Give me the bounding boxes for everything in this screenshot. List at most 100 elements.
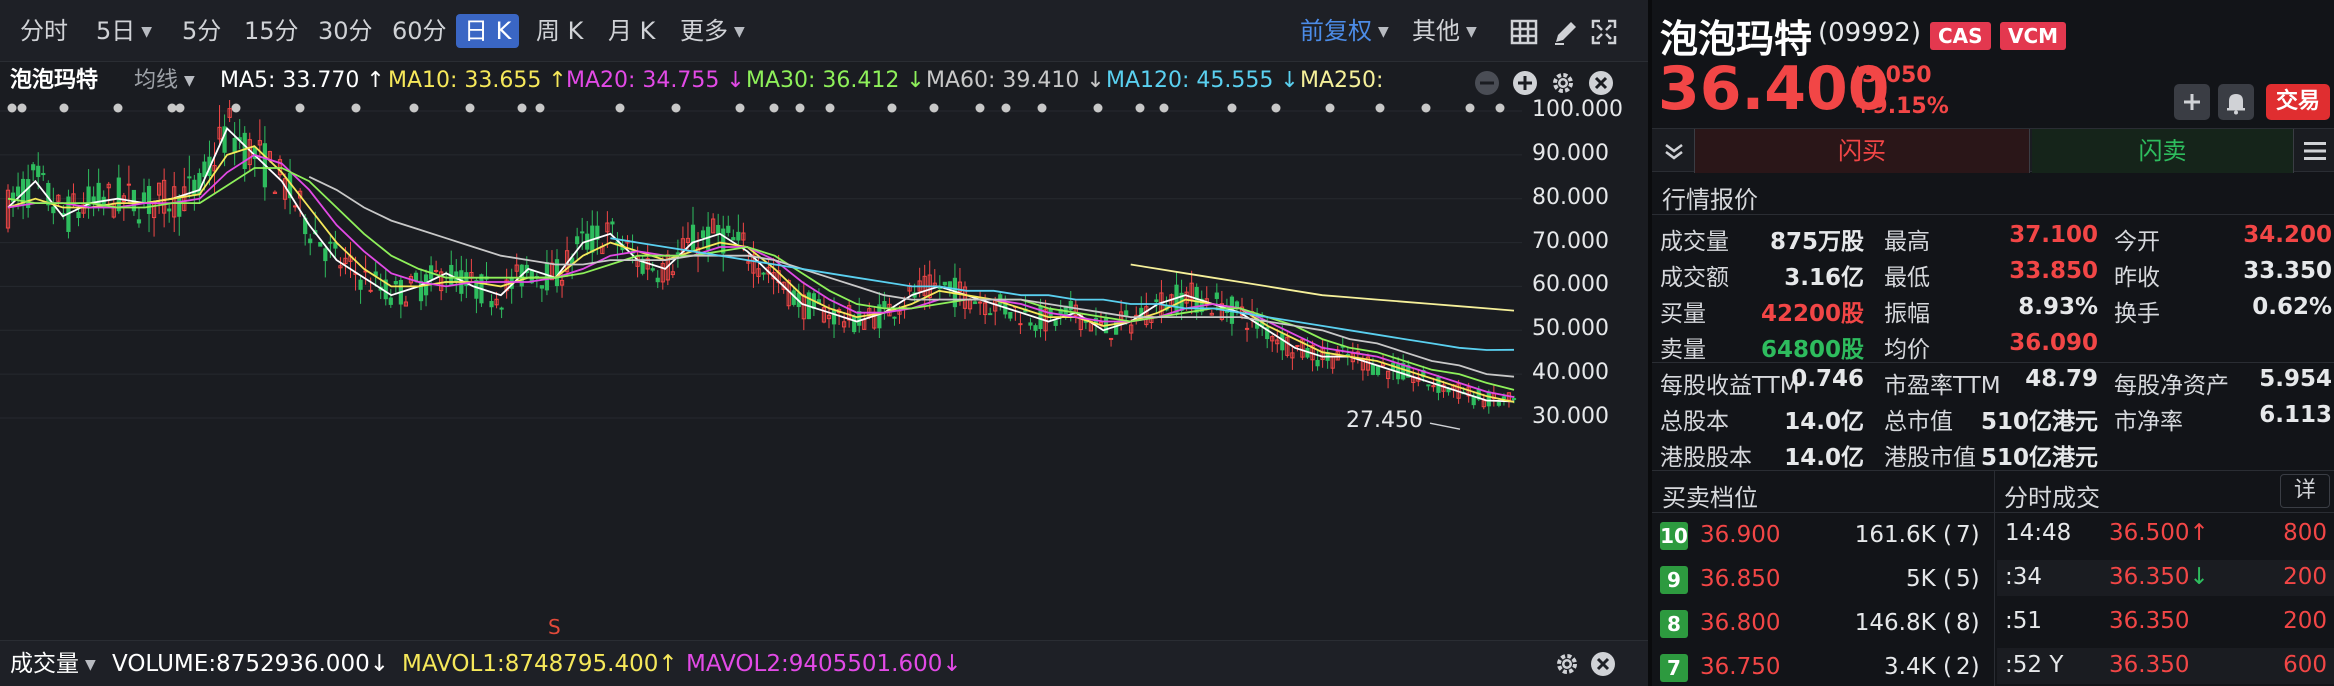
event-dot <box>1037 103 1047 113</box>
candle-body <box>106 183 111 189</box>
candle-body <box>454 271 459 282</box>
candle-body <box>1370 364 1376 375</box>
candle-body <box>499 307 504 310</box>
candle-body <box>514 264 519 272</box>
candle-body <box>86 186 91 207</box>
trade-price: 36.500↑ <box>2109 520 2209 546</box>
candle-body <box>595 225 600 240</box>
candle-body <box>41 173 46 176</box>
event-dot <box>295 103 305 113</box>
menu-icon[interactable] <box>2302 139 2328 163</box>
other-dropdown[interactable]: 其他 ▼ <box>1412 17 1477 45</box>
quote-panel: 泡泡玛特 (09992) CAS VCM 36.400 🠑3.050 +9.15… <box>1648 0 2334 686</box>
order-count: 7) <box>1956 522 1980 548</box>
period-tab-5day[interactable]: 5日 ▼ <box>96 17 153 45</box>
order-count: 2) <box>1956 654 1980 680</box>
flash-sell-button[interactable]: 闪卖 <box>2032 129 2294 173</box>
period-tab-daily[interactable]: 日 K <box>456 14 520 48</box>
trade-price: 36.350 <box>2109 608 2190 634</box>
period-tab-more[interactable]: 更多 ▼ <box>680 17 745 45</box>
adjust-dropdown[interactable]: 前复权 ▼ <box>1300 17 1389 45</box>
order-book-row[interactable]: 7 36.750 3.4K (2) <box>1652 646 1992 686</box>
candle-body <box>1441 384 1446 392</box>
add-watchlist-button[interactable] <box>2174 84 2210 120</box>
volume-dropdown[interactable]: 成交量 ▼ <box>10 651 96 677</box>
trade-button[interactable]: 交易 <box>2266 84 2330 120</box>
quote-label: 最低 <box>1884 265 1930 291</box>
ma-style-dropdown[interactable]: 均线 ▼ <box>134 68 195 93</box>
candle-body <box>36 165 41 178</box>
quote-label: 港股市值 <box>1884 445 1976 471</box>
period-tab-monthly[interactable]: 月 K <box>608 17 656 45</box>
candle-body <box>857 310 862 326</box>
candle-body <box>464 272 469 286</box>
period-tab-30min[interactable]: 30分 <box>318 17 373 45</box>
candle-body <box>187 176 192 179</box>
candle-body <box>1285 336 1290 356</box>
bell-icon <box>2227 94 2245 115</box>
candle-body <box>539 285 544 289</box>
candle-body <box>1401 362 1406 380</box>
period-tab-15min[interactable]: 15分 <box>244 17 299 45</box>
order-book-row[interactable]: 9 36.850 5K (5) <box>1652 558 1992 602</box>
close-icon[interactable] <box>1590 651 1616 677</box>
event-dot <box>1325 103 1335 113</box>
period-tab-intraday[interactable]: 分时 <box>20 17 68 45</box>
quote-row: 成交量 875万股 最高 37.100 今开 34.200 <box>1652 218 2334 255</box>
event-dot <box>795 103 805 113</box>
price-tick-label: 60.000 <box>1532 272 1609 298</box>
candle-body <box>700 230 706 238</box>
ma120-label: MA120: 45.555 ↓ <box>1106 68 1299 93</box>
event-dot <box>1227 103 1237 113</box>
indicator-legend-bar: 泡泡玛特 均线 ▼ MA5: 33.770 ↑ MA10: 33.655 ↑ MA… <box>0 62 1648 100</box>
fullscreen-icon[interactable] <box>1590 18 1618 46</box>
candle-body <box>942 281 947 286</box>
quote-label: 总市值 <box>1884 409 1953 435</box>
candle-body <box>26 179 31 208</box>
candle-body <box>157 182 162 196</box>
event-dot <box>351 103 361 113</box>
candle-body <box>801 294 806 320</box>
quote-label: 均价 <box>1884 337 1930 363</box>
collapse-down-icon[interactable] <box>1662 139 1686 163</box>
event-dot <box>1495 103 1505 113</box>
quote-label: 卖量 <box>1660 337 1706 363</box>
candle-body <box>559 279 565 286</box>
price-tick-label: 90.000 <box>1532 140 1609 166</box>
candle-body <box>1018 323 1023 326</box>
candle-body <box>116 177 121 212</box>
candle-body <box>610 221 615 225</box>
minus-circle-icon[interactable] <box>1474 70 1500 96</box>
price-alert-button[interactable] <box>2218 84 2254 120</box>
time-sales-detail-button[interactable]: 详 <box>2280 474 2330 508</box>
draw-pen-icon[interactable] <box>1552 18 1580 46</box>
candle-body <box>1209 312 1214 316</box>
close-icon[interactable] <box>1588 70 1614 96</box>
flash-buy-button[interactable]: 闪买 <box>1694 129 2030 173</box>
candle-body <box>76 212 81 219</box>
candle-body <box>660 263 665 283</box>
gear-icon[interactable] <box>1550 70 1576 96</box>
volume-value: VOLUME:8752936.000↓ <box>112 651 389 677</box>
period-tab-60min[interactable]: 60分 <box>392 17 447 45</box>
quote-value: 875万股 <box>1769 229 1864 255</box>
candle-body <box>741 232 746 241</box>
trade-time: :51 <box>2005 608 2043 634</box>
order-book-row[interactable]: 10 36.900 161.6K (7) <box>1652 514 1992 558</box>
quote-label: 每股收益TTM <box>1660 373 1800 399</box>
order-book-row[interactable]: 8 36.800 146.8K (8) <box>1652 602 1992 646</box>
layout-icon[interactable] <box>1510 18 1538 46</box>
candle-body <box>1426 384 1431 387</box>
candle-body <box>575 236 580 245</box>
period-tab-5min[interactable]: 5分 <box>182 17 222 45</box>
plus-circle-icon[interactable] <box>1512 70 1538 96</box>
gear-icon[interactable] <box>1554 651 1580 677</box>
candle-body <box>847 305 852 321</box>
period-tab-weekly[interactable]: 周 K <box>536 17 584 45</box>
candle-body <box>1496 401 1501 406</box>
event-dot <box>1135 103 1145 113</box>
candle-body <box>554 259 560 287</box>
time-sales-title: 分时成交 <box>2004 484 2100 512</box>
quote-value: 36.090 <box>2009 330 2098 356</box>
